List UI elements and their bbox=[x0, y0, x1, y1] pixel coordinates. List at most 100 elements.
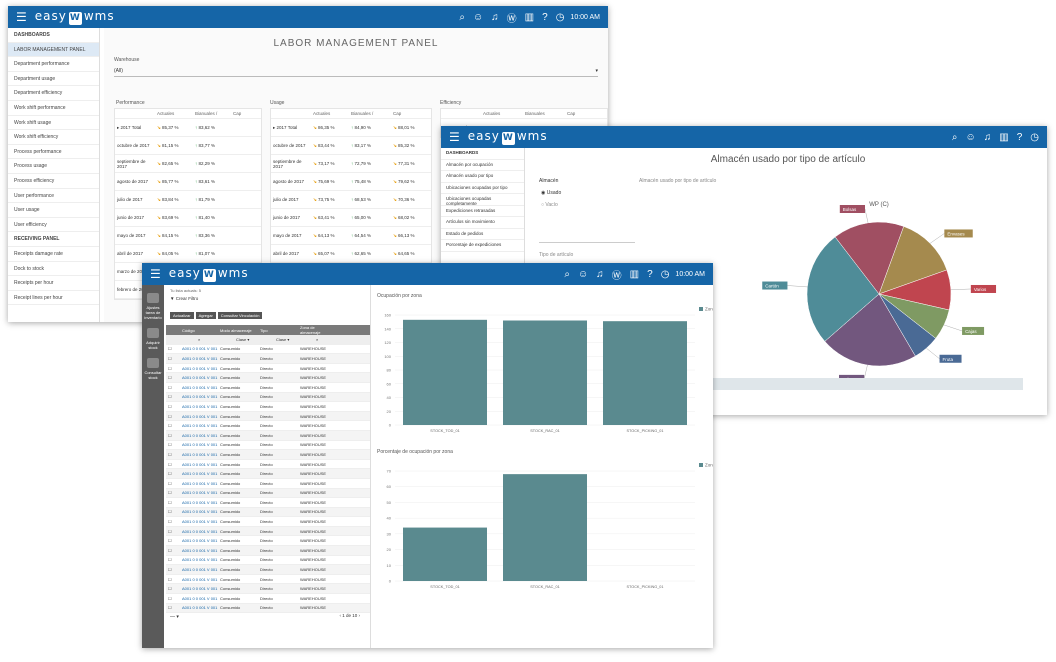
sidebar-item[interactable]: Process performance bbox=[8, 145, 99, 160]
sidebar-item[interactable]: Almacén por ocupación bbox=[441, 160, 524, 171]
row-checkbox[interactable]: ☐ bbox=[168, 403, 172, 409]
user-icon[interactable]: ☺ bbox=[472, 11, 484, 23]
code-link[interactable]: A001 0 0 001 V 001 bbox=[182, 538, 218, 544]
sidebar-item[interactable]: Ubicaciones ocupadas completamente bbox=[441, 194, 524, 206]
table-row[interactable]: ☐ A001 0 0 001 V 001 Consumido Directo WAREH… bbox=[166, 526, 370, 537]
filter-select[interactable]: Clase ▾ bbox=[236, 336, 250, 342]
table-row[interactable]: ☐ A001 0 0 001 V 001 Consumido Directo WAREH… bbox=[166, 498, 370, 508]
sidebar-item[interactable]: LABOR MANAGEMENT PANEL bbox=[8, 42, 99, 58]
option-empty[interactable]: ○ Vacío bbox=[541, 202, 558, 208]
row-checkbox[interactable]: ☐ bbox=[168, 528, 172, 534]
code-link[interactable]: A001 0 0 001 V 001 bbox=[182, 499, 218, 505]
row-checkbox[interactable]: ☐ bbox=[168, 423, 172, 429]
rail-item-acquire[interactable]: Adquirir stock bbox=[142, 328, 164, 350]
code-link[interactable]: A001 0 0 001 V 001 bbox=[182, 490, 218, 496]
row-checkbox[interactable]: ☐ bbox=[168, 595, 172, 601]
table-row[interactable]: ☐ A001 0 0 001 V 001 Consumido Directo WAREH… bbox=[166, 517, 370, 527]
table-row[interactable]: ☐ A001 0 0 001 V 001 Consumido Directo WAREH… bbox=[166, 488, 370, 499]
menu-icon[interactable]: ☰ bbox=[150, 267, 161, 281]
table-row[interactable]: ☐ A001 0 0 001 V 001 Consumido Directo WAREH… bbox=[166, 373, 370, 383]
search-icon[interactable]: ⌕ bbox=[316, 336, 319, 342]
bell-icon[interactable]: ♫ bbox=[596, 268, 604, 280]
page-size-select[interactable]: — ▾ bbox=[170, 614, 179, 620]
sidebar-item[interactable]: Work shift efficiency bbox=[8, 130, 99, 145]
row-checkbox[interactable]: ☐ bbox=[168, 384, 172, 390]
column-header[interactable]: Tipo bbox=[260, 327, 268, 333]
table-row[interactable]: ☐ A001 0 0 001 V 001 Consumido Directo WAREH… bbox=[166, 507, 370, 518]
user-icon[interactable]: ☺ bbox=[577, 268, 589, 280]
chart-icon[interactable]: ▥ bbox=[999, 131, 1009, 143]
search-icon[interactable]: ⌕ bbox=[951, 131, 958, 143]
row-checkbox[interactable]: ☐ bbox=[168, 567, 172, 573]
user-icon[interactable]: ☺ bbox=[965, 131, 976, 143]
sidebar-item[interactable]: Work shift usage bbox=[8, 116, 99, 131]
code-link[interactable]: A001 0 0 001 V 001 bbox=[182, 403, 218, 409]
row-checkbox[interactable]: ☐ bbox=[168, 442, 172, 448]
table-row[interactable]: ☐ A001 0 0 001 V 001 Consumido Directo WAREH… bbox=[166, 565, 370, 575]
table-row[interactable]: ☐ A001 0 0 001 V 001 Consumido Directo WAREH… bbox=[166, 421, 370, 431]
menu-icon[interactable]: ☰ bbox=[449, 130, 460, 144]
menu-icon[interactable]: ☰ bbox=[16, 10, 27, 24]
sidebar-item[interactable]: Ubicaciones ocupadas por tipo bbox=[441, 183, 524, 194]
code-link[interactable]: A001 0 0 001 V 001 bbox=[182, 394, 218, 400]
option-used[interactable]: ◉ Usado bbox=[541, 190, 562, 196]
warehouse-select[interactable]: (All) ▾ bbox=[114, 65, 598, 77]
rail-item-consult[interactable]: Consultar stock bbox=[142, 358, 164, 380]
row-checkbox[interactable]: ☐ bbox=[168, 432, 172, 438]
row-checkbox[interactable]: ☐ bbox=[168, 557, 172, 563]
sidebar-item[interactable]: Department performance bbox=[8, 57, 99, 72]
code-link[interactable]: A001 0 0 001 V 001 bbox=[182, 451, 218, 457]
row-checkbox[interactable]: ☐ bbox=[168, 375, 172, 381]
code-link[interactable]: A001 0 0 001 V 001 bbox=[182, 605, 218, 611]
table-row[interactable]: ☐ A001 0 0 001 V 001 Consumido Directo WAREH… bbox=[166, 430, 370, 441]
table-row[interactable]: ☐ A001 0 0 001 V 001 Consumido Directo WAREH… bbox=[166, 536, 370, 547]
timeline-bar[interactable] bbox=[639, 378, 1023, 390]
bar[interactable] bbox=[403, 527, 487, 581]
row-checkbox[interactable]: ☐ bbox=[168, 586, 172, 592]
code-link[interactable]: A001 0 0 001 V 001 bbox=[182, 423, 218, 429]
column-header[interactable]: Zona de almacenaje bbox=[300, 325, 321, 335]
code-link[interactable]: A001 0 0 001 V 001 bbox=[182, 576, 218, 582]
code-link[interactable]: A001 0 0 001 V 001 bbox=[182, 365, 218, 371]
table-row[interactable]: ☐ A001 0 0 001 V 001 Consumido Directo WAREH… bbox=[166, 584, 370, 595]
code-link[interactable]: A001 0 0 001 V 001 bbox=[182, 375, 218, 381]
table-row[interactable]: ☐ A001 0 0 001 V 001 Consumido Directo WAREH… bbox=[166, 479, 370, 489]
code-link[interactable]: A001 0 0 001 V 001 bbox=[182, 586, 218, 592]
pie-slice[interactable] bbox=[878, 226, 948, 295]
sidebar-item[interactable]: Department usage bbox=[8, 72, 99, 87]
sidebar-item[interactable]: Receipts per hour bbox=[8, 276, 99, 291]
filter-select[interactable]: Clase ▾ bbox=[276, 336, 290, 342]
code-link[interactable]: A001 0 0 001 V 001 bbox=[182, 519, 218, 525]
table-row[interactable]: ☐ A001 0 0 001 V 001 Consumido Directo WAREH… bbox=[166, 469, 370, 479]
help-icon[interactable]: ? bbox=[542, 11, 548, 23]
row-checkbox[interactable]: ☐ bbox=[168, 509, 172, 515]
create-filter-button[interactable]: ▼ Crear Filtro bbox=[170, 296, 199, 301]
table-row[interactable]: ☐ A001 0 0 001 V 001 Consumido Directo WAREH… bbox=[166, 392, 370, 403]
bar[interactable] bbox=[503, 320, 587, 426]
search-icon[interactable]: ⌕ bbox=[459, 11, 465, 23]
row-checkbox[interactable]: ☐ bbox=[168, 413, 172, 419]
row-checkbox[interactable]: ☐ bbox=[168, 490, 172, 496]
search-icon[interactable]: ⌕ bbox=[564, 268, 570, 280]
table-row[interactable]: ☐ A001 0 0 001 V 001 Consumido Directo WAREH… bbox=[166, 411, 370, 422]
sidebar-item[interactable]: User efficiency bbox=[8, 218, 99, 233]
row-checkbox[interactable]: ☐ bbox=[168, 547, 172, 553]
pie-slice[interactable] bbox=[806, 236, 880, 342]
sidebar-item[interactable]: Almacén usado por tipo bbox=[441, 171, 524, 183]
code-link[interactable]: A001 0 0 001 V 001 bbox=[182, 442, 218, 448]
row-checkbox[interactable]: ☐ bbox=[168, 461, 172, 467]
help-icon[interactable]: ? bbox=[1016, 131, 1023, 143]
row-checkbox[interactable]: ☐ bbox=[168, 471, 172, 477]
code-link[interactable]: A001 0 0 001 V 001 bbox=[182, 509, 218, 515]
table-row[interactable]: ☐ A001 0 0 001 V 001 Consumido Directo WAREH… bbox=[166, 441, 370, 451]
table-row[interactable]: ☐ A001 0 0 001 V 001 Consumido Directo WAREH… bbox=[166, 556, 370, 566]
pie-slice[interactable] bbox=[824, 293, 916, 367]
search-icon[interactable]: ⌕ bbox=[198, 336, 201, 342]
code-link[interactable]: A001 0 0 001 V 001 bbox=[182, 480, 218, 486]
table-row[interactable]: ☐ A001 0 0 001 V 001 Consumido Directo WAREH… bbox=[166, 354, 370, 364]
sidebar-item[interactable]: Expediciones retrasadas bbox=[441, 206, 524, 217]
code-link[interactable]: A001 0 0 001 V 001 bbox=[182, 346, 218, 352]
row-checkbox[interactable]: ☐ bbox=[168, 451, 172, 457]
row-checkbox[interactable]: ☐ bbox=[168, 355, 172, 361]
code-link[interactable]: A001 0 0 001 V 001 bbox=[182, 355, 218, 361]
